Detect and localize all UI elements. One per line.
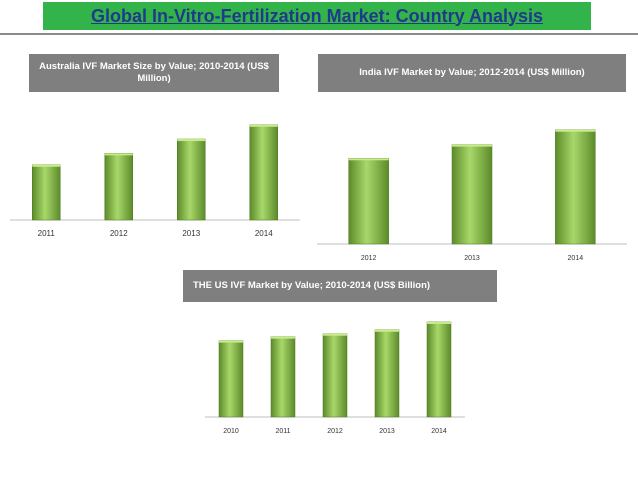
bar-2013 [177,138,206,221]
bar-2012 [104,153,133,221]
bar-top-highlight [555,129,596,132]
us-chart: 2010 2011 2012 2013 2014 [205,321,465,435]
x-tick-label-2013: 2013 [182,229,200,238]
bar-2014 [249,124,278,221]
bar-top-highlight [323,333,347,336]
bar-2013 [374,329,400,418]
bar-top-highlight [271,336,295,339]
bar-top-highlight [452,144,492,147]
australia-chart: 2011 2012 2013 2014 [10,124,300,238]
x-tick-label-2010: 2010 [223,428,239,435]
bar-top-highlight [32,164,61,167]
bar-2012 [348,158,389,245]
x-tick-label-2013: 2013 [464,255,480,262]
x-tick-label-2012: 2012 [361,255,377,262]
india-chart-header: India IVF Market by Value; 2012-2014 (US… [318,54,626,92]
bar-2012 [322,333,348,418]
x-tick-label-2014: 2014 [255,229,273,238]
bar-2014 [555,129,596,245]
bar-top-highlight [219,340,243,343]
title-box: Global In-Vitro-Fertilization Market: Co… [43,2,591,30]
title-bar: Global In-Vitro-Fertilization Market: Co… [0,0,638,34]
x-tick-label-2011: 2011 [38,229,56,238]
us-chart-header: THE US IVF Market by Value; 2010-2014 (U… [183,270,497,302]
x-tick-label-2012: 2012 [327,428,343,435]
x-tick-label-2011: 2011 [275,428,290,435]
page-title: Global In-Vitro-Fertilization Market: Co… [90,5,544,26]
bar-2010 [218,340,244,418]
bar-top-highlight [348,158,389,161]
india-chart: 2012 2013 2014 [317,129,627,262]
bar-top-highlight [427,321,451,324]
bar-2013 [451,144,493,245]
x-tick-label-2013: 2013 [379,428,395,435]
bar-top-highlight [104,153,133,156]
x-tick-label-2014: 2014 [431,428,447,435]
bar-2011 [32,164,61,221]
bar-2014 [426,321,452,418]
bar-2011 [270,336,296,418]
australia-chart-header: Australia IVF Market Size by Value; 2010… [29,54,279,92]
bar-top-highlight [249,124,278,127]
bar-top-highlight [375,329,399,332]
title-divider [0,33,638,35]
bar-top-highlight [177,139,206,142]
x-tick-label-2014: 2014 [568,255,584,262]
x-tick-label-2012: 2012 [110,229,128,238]
